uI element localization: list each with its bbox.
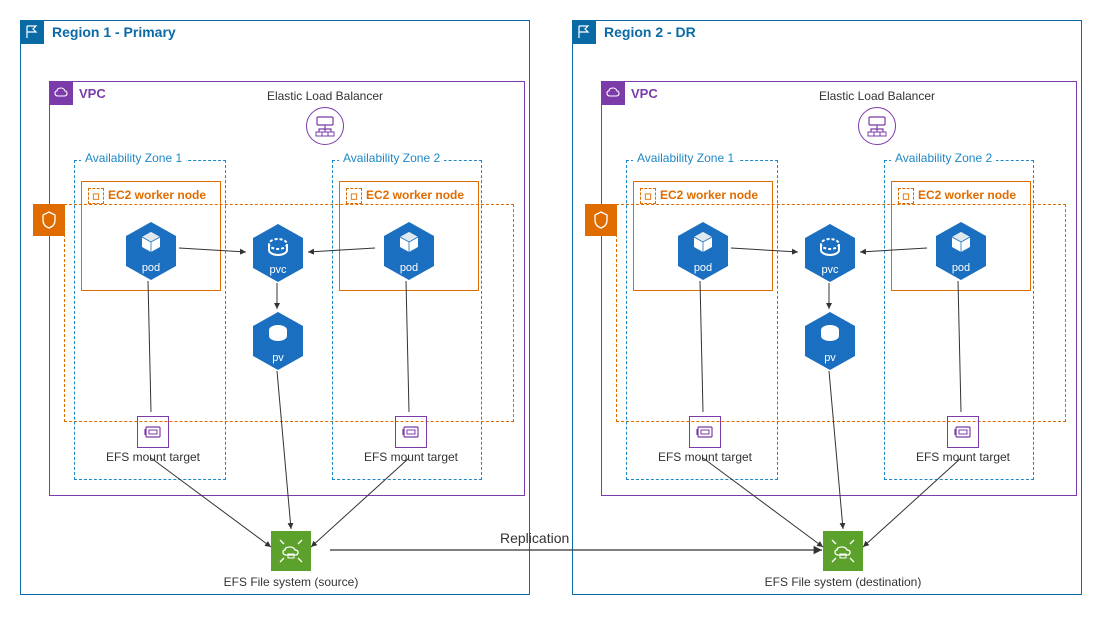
network-card-icon — [689, 416, 721, 448]
efs-mount-target: EFS mount target — [645, 416, 765, 464]
elb-icon — [306, 107, 344, 145]
availability-zone: Availability Zone 2 ◻ EC2 worker node po… — [332, 160, 482, 480]
elb-icon — [858, 107, 896, 145]
efs-file-system: EFS File system (source) — [201, 531, 381, 589]
efs-target-label: EFS mount target — [351, 450, 471, 464]
network-card-icon — [395, 416, 427, 448]
region-header: Region 1 - Primary — [20, 20, 176, 44]
chip-icon: ◻ — [88, 188, 104, 204]
vpc-cloud-icon — [601, 81, 625, 105]
ec2-header: ◻ EC2 worker node — [898, 188, 1024, 204]
az-label: Availability Zone 1 — [81, 151, 186, 165]
efs-target-label: EFS mount target — [645, 450, 765, 464]
availability-zone: Availability Zone 1 ◻ EC2 worker node po… — [626, 160, 778, 480]
chip-icon: ◻ — [898, 188, 914, 204]
region-title: Region 2 - DR — [602, 24, 696, 40]
elb-label: Elastic Load Balancer — [245, 89, 405, 103]
elb: Elastic Load Balancer — [245, 89, 405, 145]
network-card-icon — [947, 416, 979, 448]
vpc-text: VPC — [79, 86, 106, 101]
az-label: Availability Zone 2 — [339, 151, 444, 165]
ec2-worker-node: ◻ EC2 worker node pod — [339, 181, 479, 291]
pod-hex-icon: pod — [930, 220, 992, 282]
efs-mount-target: EFS mount target — [351, 416, 471, 464]
efs-mount-target: EFS mount target — [903, 416, 1023, 464]
efs-target-label: EFS mount target — [903, 450, 1023, 464]
chip-icon: ◻ — [640, 188, 656, 204]
ec2-header: ◻ EC2 worker node — [640, 188, 766, 204]
pod-hex-icon: pod — [672, 220, 734, 282]
efs-file-system: EFS File system (destination) — [753, 531, 933, 589]
ec2-label: EC2 worker node — [108, 189, 206, 202]
vpc-cloud-icon — [49, 81, 73, 105]
efs-cloud-icon — [823, 531, 863, 571]
flag-icon — [20, 20, 44, 44]
pod-hex-icon: pod — [378, 220, 440, 282]
efs-system-label: EFS File system (source) — [201, 575, 381, 589]
ec2-label: EC2 worker node — [660, 189, 758, 202]
vpc-box: VPC Elastic Load Balancer Availability Z… — [601, 81, 1077, 496]
network-card-icon — [137, 416, 169, 448]
shield-icon — [33, 204, 65, 236]
availability-zone: Availability Zone 2 ◻ EC2 worker node po… — [884, 160, 1034, 480]
efs-mount-target: EFS mount target — [93, 416, 213, 464]
ec2-worker-node: ◻ EC2 worker node pod — [633, 181, 773, 291]
region-r2: Region 2 - DR VPC Elastic Load Balancer … — [572, 20, 1082, 595]
vpc-box: VPC Elastic Load Balancer Availability Z… — [49, 81, 525, 496]
pvc-hex-icon: pvc — [799, 222, 861, 284]
availability-zone: Availability Zone 1 ◻ EC2 worker node po… — [74, 160, 226, 480]
ec2-header: ◻ EC2 worker node — [346, 188, 472, 204]
pvc-hex-icon: pvc — [247, 222, 309, 284]
pod-hex-icon: pod — [120, 220, 182, 282]
vpc-text: VPC — [631, 86, 658, 101]
region-r1: Region 1 - Primary VPC Elastic Load Bala… — [20, 20, 530, 595]
ec2-header: ◻ EC2 worker node — [88, 188, 214, 204]
chip-icon: ◻ — [346, 188, 362, 204]
efs-system-label: EFS File system (destination) — [753, 575, 933, 589]
ec2-label: EC2 worker node — [918, 189, 1016, 202]
region-header: Region 2 - DR — [572, 20, 696, 44]
pv-hex-icon: pv — [799, 310, 861, 372]
ec2-worker-node: ◻ EC2 worker node pod — [81, 181, 221, 291]
elb-label: Elastic Load Balancer — [797, 89, 957, 103]
ec2-label: EC2 worker node — [366, 189, 464, 202]
az-label: Availability Zone 1 — [633, 151, 738, 165]
shield-icon — [585, 204, 617, 236]
flag-icon — [572, 20, 596, 44]
pv-hex-icon: pv — [247, 310, 309, 372]
region-title: Region 1 - Primary — [50, 24, 176, 40]
replication-label: Replication — [500, 530, 569, 546]
efs-target-label: EFS mount target — [93, 450, 213, 464]
az-label: Availability Zone 2 — [891, 151, 996, 165]
efs-cloud-icon — [271, 531, 311, 571]
ec2-worker-node: ◻ EC2 worker node pod — [891, 181, 1031, 291]
elb: Elastic Load Balancer — [797, 89, 957, 145]
